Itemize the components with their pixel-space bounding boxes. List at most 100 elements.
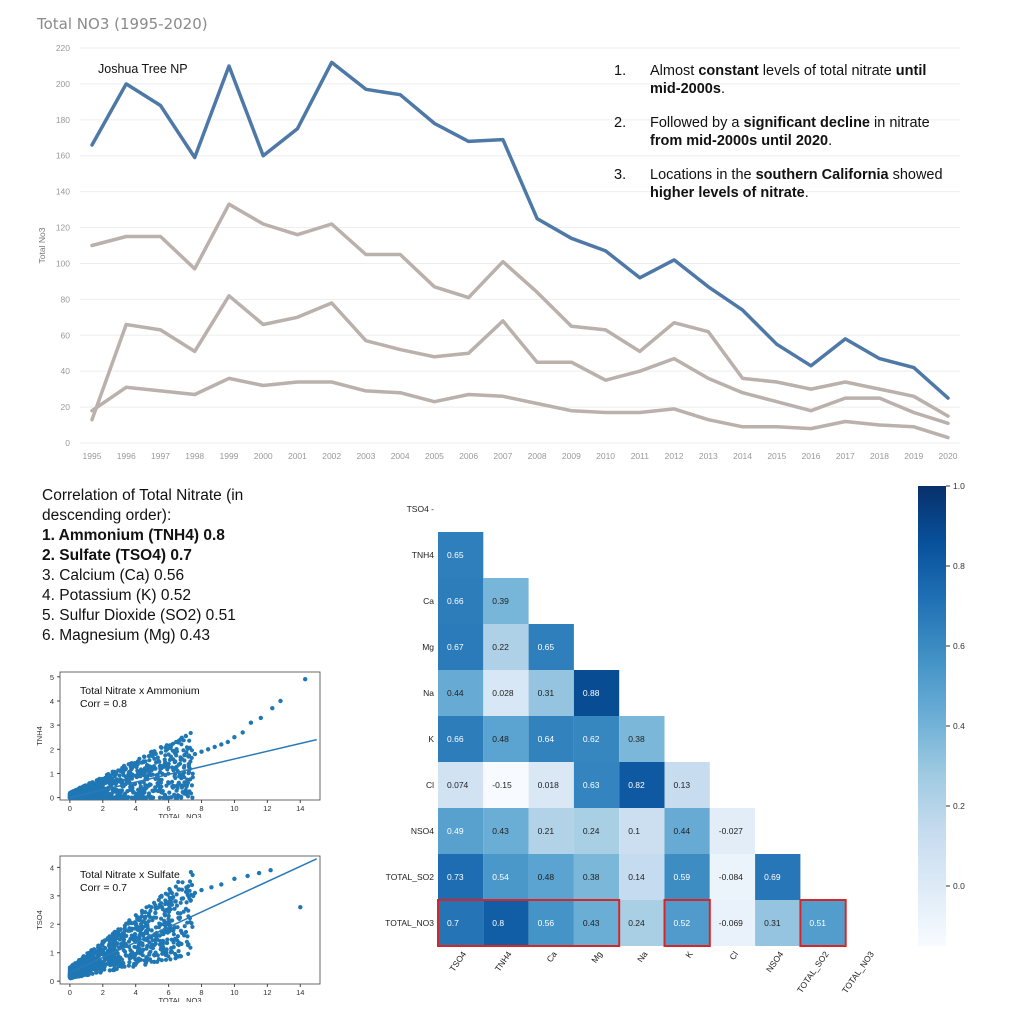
scatter-point [153, 925, 158, 930]
scatter-point [169, 946, 174, 951]
heatmap-col-label: TSO4 [447, 949, 468, 973]
finding-number: 1. [614, 63, 627, 79]
scatter-point [107, 968, 112, 973]
finding-text-run: southern California [755, 167, 889, 183]
highlight-box [437, 899, 621, 947]
y-tick-label: 1 [50, 949, 54, 958]
scatter-point [94, 970, 99, 975]
scatter-point [126, 939, 132, 944]
scatter-point [163, 891, 168, 896]
scatter-point [144, 955, 149, 960]
scatter-point [171, 894, 176, 900]
x-tick-label: 2012 [665, 451, 684, 461]
correlation-item-text: 6. Magnesium (Mg) 0.43 [42, 627, 210, 644]
scatter-point [148, 908, 153, 913]
scatter-point [122, 795, 127, 800]
scatter-point [177, 794, 182, 799]
scatter-point [159, 916, 164, 921]
heatmap-cell-label: -0.084 [719, 872, 743, 882]
scatter-point [94, 950, 99, 955]
heatmap-cell [438, 670, 484, 716]
scatter-point [173, 759, 178, 764]
scatter-point [155, 953, 160, 958]
heatmap-cell-label: 0.63 [583, 780, 600, 790]
scatter-point [186, 771, 191, 776]
scatter-point [86, 783, 92, 788]
scatter-point [175, 925, 180, 930]
scatter-point [156, 897, 161, 903]
x-tick-label: 1996 [117, 451, 136, 461]
scatter-point [165, 937, 170, 942]
scatter-point [134, 945, 139, 950]
x-tick-label: 4 [134, 988, 138, 997]
scatter-point [170, 779, 175, 784]
heatmap-cell-label: 0.64 [538, 734, 555, 744]
scatter-point [67, 792, 72, 797]
heatmap-cell-label: 0.028 [492, 688, 514, 698]
scatter-point [156, 777, 161, 782]
heatmap-cell-label: -0.15 [492, 780, 512, 790]
heatmap-cell [619, 808, 665, 854]
scatter-point [99, 795, 104, 800]
scatter-point [139, 927, 144, 932]
heatmap-col-label: Cl [727, 949, 740, 961]
scatter-point [190, 924, 195, 929]
scatter-point [145, 931, 150, 936]
scatter-point [186, 908, 191, 913]
correlation-item: 3. Calcium (Ca) 0.56 [42, 566, 292, 586]
y-tick-label: 20 [61, 402, 71, 412]
x-tick-label: 14 [296, 804, 304, 813]
heatmap-cell-label: -0.069 [719, 918, 743, 928]
scatter-point [182, 753, 187, 758]
scatter-point [181, 748, 186, 753]
scatter-point [178, 928, 183, 933]
y-tick-label: 100 [56, 258, 70, 268]
scatter-point [167, 895, 172, 900]
x-tick-label: 2008 [528, 451, 547, 461]
series-line-other [90, 202, 950, 418]
scatter-point [138, 957, 143, 962]
scatter-point [219, 882, 224, 887]
scatter-point [165, 930, 170, 935]
scatter-point [185, 746, 190, 751]
scatter-point [152, 959, 157, 964]
scatter-point [157, 933, 162, 938]
scatter-point [163, 957, 169, 962]
y-tick-label: 60 [61, 330, 71, 340]
scatter-points [67, 730, 195, 800]
scatter-point [144, 960, 149, 965]
scatter-point [87, 970, 92, 976]
scatter-point [303, 677, 308, 682]
scatter-point [179, 756, 184, 762]
scatter-point [174, 788, 179, 793]
x-axis-label: TOTAL_NO3 [158, 812, 201, 818]
scatter-point [103, 780, 108, 785]
scatter-point [80, 961, 86, 967]
scatter-point [136, 770, 141, 775]
scatter-point [199, 749, 204, 754]
scatter-point [166, 761, 171, 766]
heatmap-cell-label: 0.44 [447, 688, 464, 698]
y-tick-label: 2 [50, 745, 54, 754]
heatmap-cell [483, 808, 529, 854]
heatmap-cell-label: 0.018 [538, 780, 560, 790]
scatter-point [86, 965, 91, 970]
scatter-point [184, 900, 189, 905]
scatter-point [112, 769, 117, 774]
finding-text-run: . [720, 81, 725, 97]
scatter-point [143, 759, 148, 764]
scatter-point [76, 795, 81, 800]
heatmap-cell-label: 0.73 [447, 872, 464, 882]
finding-text-run: levels of total nitrate [758, 63, 896, 79]
x-tick-label: 2003 [356, 451, 375, 461]
scatter-point [140, 771, 145, 776]
correlation-item: 6. Magnesium (Mg) 0.43 [42, 626, 292, 646]
scatter-point [146, 919, 151, 924]
scatter-point [145, 762, 150, 768]
scatter-point [97, 782, 102, 787]
scatter-point [132, 953, 137, 958]
heatmap-cell [483, 900, 529, 946]
scatter-point [270, 706, 275, 711]
scatter-point [127, 954, 132, 959]
heatmap-cell-label: 0.66 [447, 734, 464, 744]
